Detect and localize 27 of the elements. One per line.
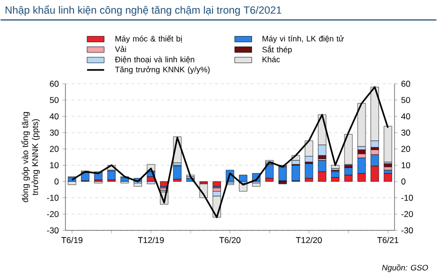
x-tick-label: T6/21 (377, 236, 398, 243)
y-tick-label: 40 (50, 113, 59, 120)
chart-title: Nhập khẩu linh kiện công nghệ tăng chậm lại trong T6/2021 (6, 5, 282, 16)
y-tick-label: 0 (54, 178, 59, 184)
y-tick-label: 20 (50, 146, 59, 152)
y2-tick-label: -20 (401, 210, 413, 217)
y2-tick-label: 20 (401, 146, 410, 152)
y2-tick-label: 50 (401, 96, 410, 103)
y-tick-label: 50 (50, 96, 59, 103)
y2-tick-label: 30 (401, 130, 410, 136)
y-tick-label: -10 (47, 194, 59, 201)
x-tick-label: T6/19 (61, 236, 82, 243)
x-tick-label: T12/19 (138, 236, 164, 243)
y-tick-label: -20 (47, 210, 59, 217)
y2-tick-label: 40 (401, 113, 410, 120)
y2-tick-label: 60 (401, 80, 410, 87)
y2-tick-label: 10 (402, 162, 410, 168)
y-axis-title: đóng góp vào tổng tăng trưởng KNNK (ppts) (21, 112, 40, 202)
y-tick-label: 60 (50, 80, 59, 87)
y2-tick-label: 0 (401, 178, 406, 184)
y2-tick-label: -30 (401, 227, 413, 234)
y2-tick-label: -10 (401, 194, 413, 201)
y-tick-label: 10 (50, 162, 59, 168)
x-tick-label: T6/20 (219, 236, 240, 243)
y-tick-label: -30 (47, 227, 59, 234)
x-tick-label: T12/20 (296, 236, 322, 243)
y-tick-label: 30 (50, 130, 59, 136)
